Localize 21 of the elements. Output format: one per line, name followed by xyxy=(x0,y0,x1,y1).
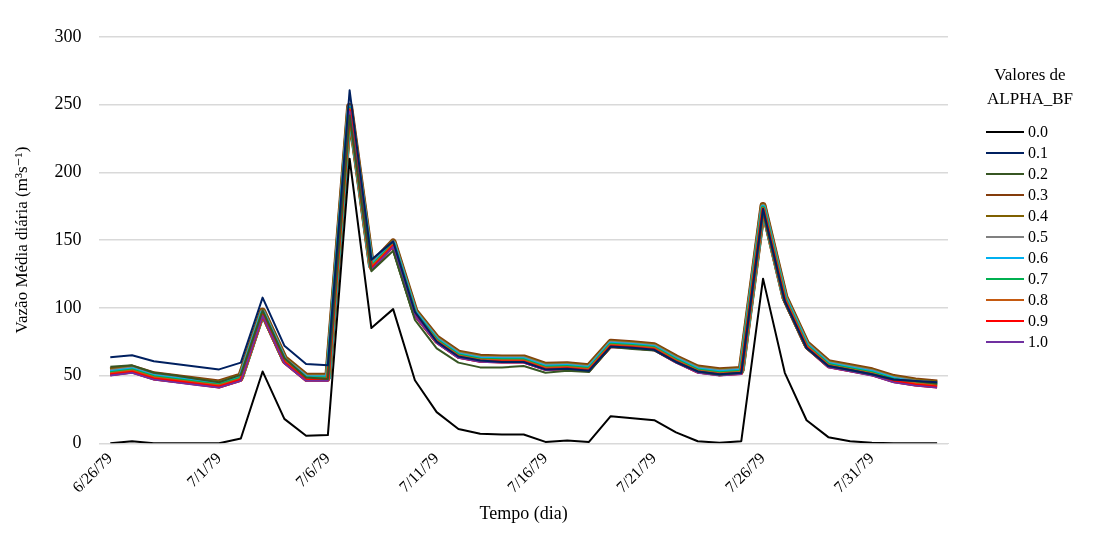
legend-title: Valores de ALPHA_BF xyxy=(986,64,1074,110)
legend-label: 0.1 xyxy=(1028,143,1048,162)
y-tick-label: 0 xyxy=(72,431,82,452)
legend-label: 0.2 xyxy=(1028,164,1048,183)
y-tick-label: 50 xyxy=(63,364,82,385)
y-tick-label: 250 xyxy=(54,93,82,114)
y-tick-label: 150 xyxy=(54,228,82,249)
legend-label: 0.8 xyxy=(1028,290,1048,309)
legend-label: 0.6 xyxy=(1028,248,1048,267)
x-axis-title: Tempo (dia) xyxy=(479,502,568,524)
legend-label: 1.0 xyxy=(1028,332,1048,351)
legend-label: 0.3 xyxy=(1028,185,1048,204)
legend-label: 0.0 xyxy=(1028,122,1048,141)
legend-label: 0.9 xyxy=(1028,311,1048,330)
legend-label: 0.4 xyxy=(1028,206,1048,225)
legend-label: 0.7 xyxy=(1028,269,1048,288)
y-tick-label: 100 xyxy=(54,296,82,317)
y-axis-title: Vazão Média diária (m³s⁻¹) xyxy=(11,146,31,334)
y-tick-label: 200 xyxy=(54,161,82,182)
legend-label: 0.5 xyxy=(1028,227,1048,246)
y-tick-label: 300 xyxy=(54,25,82,46)
